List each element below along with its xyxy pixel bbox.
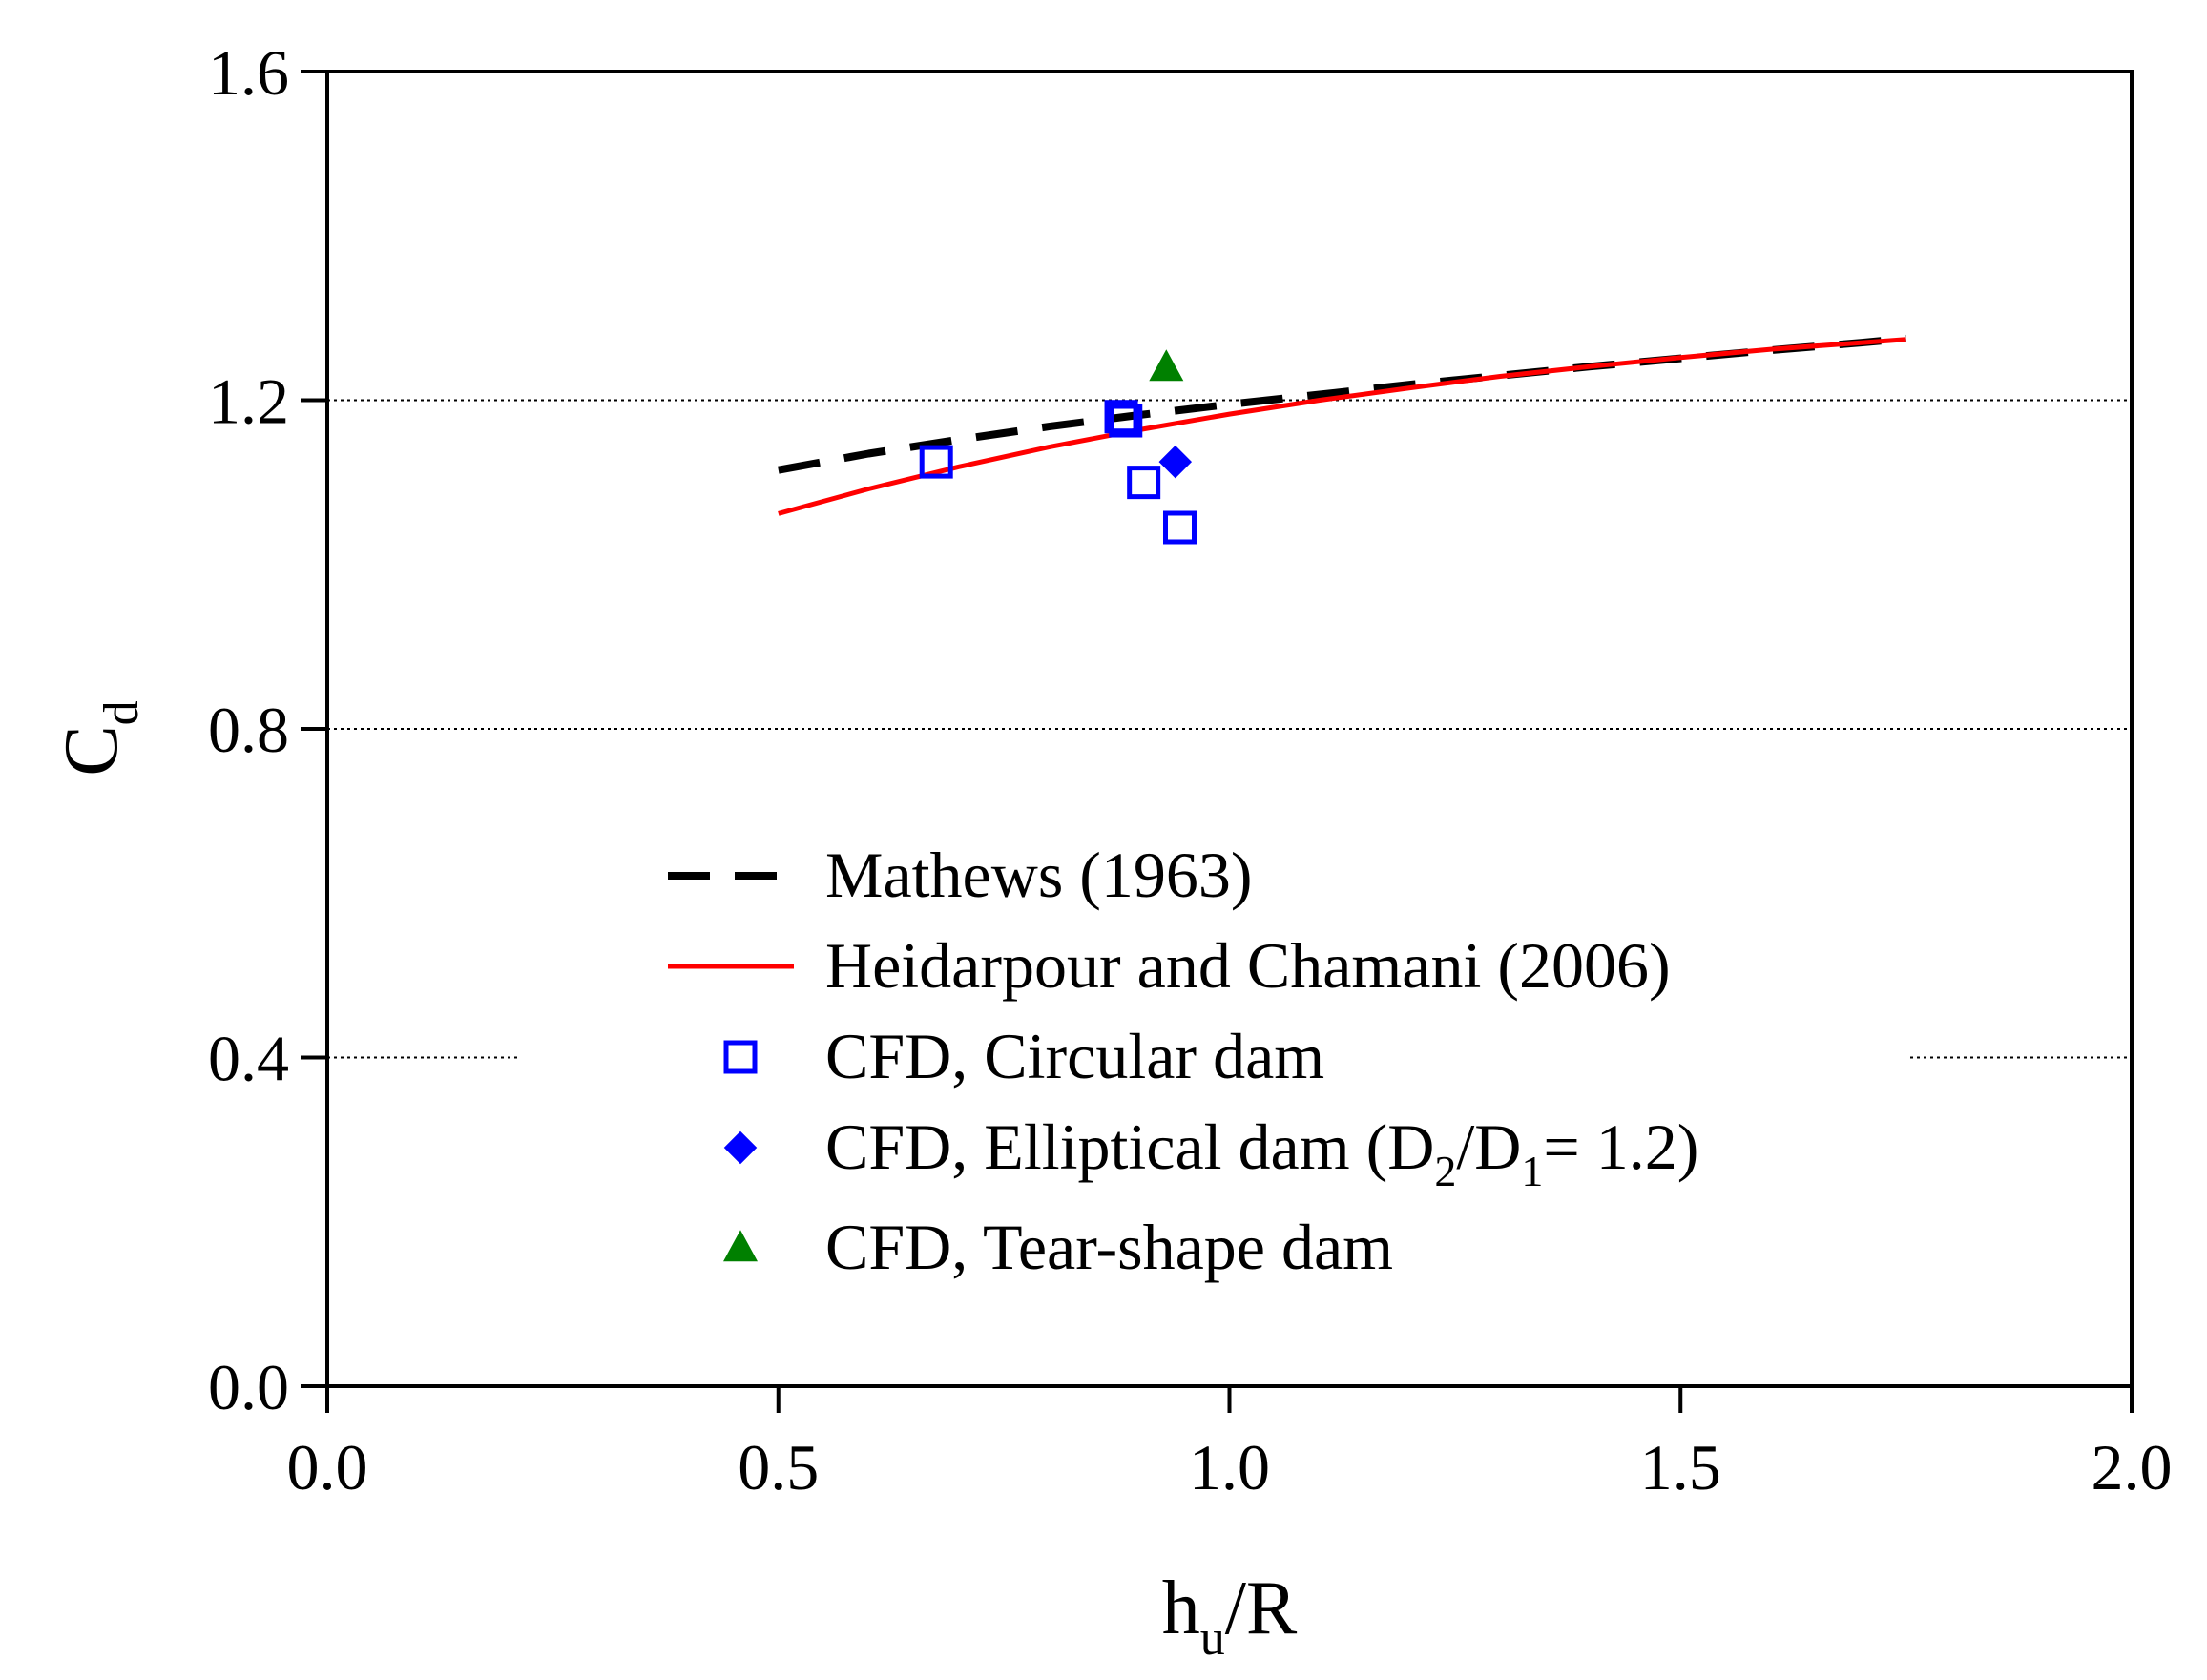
legend-item-1: Heidarpour and Chamani (2006): [668, 929, 1671, 1002]
legend-item-4: CFD, Tear-shape dam: [723, 1211, 1393, 1283]
legend-item-3: CFD, Elliptical dam (D2/D1= 1.2): [723, 1110, 1698, 1195]
y-tick-label-3: 1.2: [208, 365, 289, 438]
axis-ticks: 0.0 0.5 1.0 1.5 2.0 0.0 0.4 0.8 1.2 1.6: [208, 36, 2173, 1504]
x-tick-label-3: 1.5: [1640, 1431, 1721, 1504]
legend-label-3: CFD, Elliptical dam (D2/D1= 1.2): [825, 1110, 1698, 1195]
legend-label-4: CFD, Tear-shape dam: [825, 1211, 1393, 1283]
legend-label-1: Heidarpour and Chamani (2006): [825, 929, 1671, 1002]
x-tick-label-4: 2.0: [2092, 1431, 2173, 1504]
x-tick-label-2: 1.0: [1189, 1431, 1270, 1504]
x-axis-label: hu/R: [1162, 1566, 1298, 1666]
y-tick-label-1: 0.4: [208, 1023, 289, 1095]
legend-background: [520, 820, 1908, 1307]
x-axis-label-main: h: [1162, 1566, 1200, 1650]
y-tick-label-2: 0.8: [208, 694, 289, 766]
y-axis-label: Cd: [50, 700, 149, 776]
legend-swatch-4: [723, 1230, 758, 1262]
y-axis-label-subscript: d: [94, 700, 149, 725]
legend-item-2: CFD, Circular dam: [723, 1020, 1324, 1092]
legend-label-0: Mathews (1963): [825, 839, 1253, 911]
y-tick-label-0: 0.0: [208, 1351, 289, 1423]
x-axis-label-subscript: u: [1200, 1611, 1225, 1666]
data-point-s2-3: [1127, 466, 1161, 500]
data-point-s2-2: [1109, 404, 1143, 438]
legend-swatch-3: [723, 1130, 758, 1165]
data-point-s3-0: [1158, 445, 1193, 479]
legend-swatch-2: [723, 1040, 758, 1074]
y-tick-label-4: 1.6: [208, 36, 289, 109]
legend-item-0: Mathews (1963): [668, 839, 1253, 911]
x-axis-label-rest: /R: [1225, 1566, 1298, 1650]
x-tick-label-0: 0.0: [287, 1431, 368, 1504]
legend-label-2: CFD, Circular dam: [825, 1020, 1324, 1092]
data-point-s2-1: [1104, 400, 1138, 434]
series-line-1: [778, 337, 1906, 516]
data-point-s2-4: [1162, 510, 1197, 545]
y-axis-label-main: C: [50, 725, 134, 776]
data-point-s4-0: [1149, 349, 1184, 382]
series-lines: [778, 334, 1906, 516]
legend: Mathews (1963) Heidarpour and Chamani (20…: [520, 820, 1908, 1307]
series-markers: [919, 349, 1197, 545]
data-point-s2-0: [919, 445, 953, 479]
x-tick-label-1: 0.5: [738, 1431, 819, 1504]
